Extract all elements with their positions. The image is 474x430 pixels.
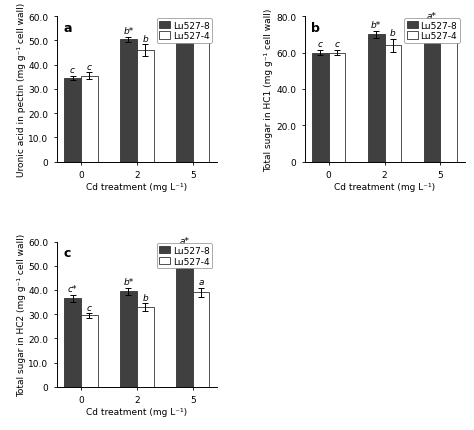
Bar [368,35,384,162]
Text: c*: c* [68,285,77,294]
Bar [193,37,210,162]
Y-axis label: Uronic acid in pectin (mg g⁻¹ cell wall): Uronic acid in pectin (mg g⁻¹ cell wall) [17,3,26,177]
Legend: Lu527-8, Lu527-4: Lu527-8, Lu527-4 [156,243,212,269]
Text: a: a [198,22,204,31]
Text: b*: b* [371,21,381,30]
Bar [64,299,81,387]
Text: a: a [198,277,204,286]
Legend: Lu527-8, Lu527-4: Lu527-8, Lu527-4 [156,19,212,44]
Bar [328,53,346,162]
Text: a: a [446,23,452,32]
Legend: Lu527-8, Lu527-4: Lu527-8, Lu527-4 [404,19,460,44]
X-axis label: Cd treatment (mg L⁻¹): Cd treatment (mg L⁻¹) [86,407,187,416]
Bar [120,40,137,162]
Text: c: c [70,66,75,75]
Bar [64,79,81,162]
Text: b*: b* [123,277,134,286]
Text: c: c [335,40,339,49]
Text: b*: b* [123,28,134,36]
Y-axis label: Total sugar in HC2 (mg g⁻¹ cell wall): Total sugar in HC2 (mg g⁻¹ cell wall) [17,233,26,396]
Text: b: b [311,22,320,34]
X-axis label: Cd treatment (mg L⁻¹): Cd treatment (mg L⁻¹) [334,182,435,191]
Y-axis label: Total sugar in HC1 (mg g⁻¹ cell wall): Total sugar in HC1 (mg g⁻¹ cell wall) [264,8,273,171]
Bar [137,307,154,387]
Bar [440,36,457,162]
Bar [176,31,193,162]
Bar [81,77,98,162]
Bar [137,51,154,162]
Text: a*: a* [179,237,189,246]
Text: b: b [142,293,148,302]
Bar [312,53,328,162]
Bar [384,46,401,162]
Text: c: c [318,40,323,49]
Text: a: a [63,22,72,34]
Text: a: a [182,18,187,27]
X-axis label: Cd treatment (mg L⁻¹): Cd treatment (mg L⁻¹) [86,182,187,191]
Bar [120,292,137,387]
Text: c: c [87,62,92,71]
Bar [424,27,440,162]
Bar [81,316,98,387]
Bar [193,293,210,387]
Bar [176,250,193,387]
Text: a*: a* [427,12,437,21]
Text: c: c [63,246,71,259]
Text: c: c [87,303,92,312]
Text: b: b [142,34,148,43]
Text: b: b [390,29,396,38]
